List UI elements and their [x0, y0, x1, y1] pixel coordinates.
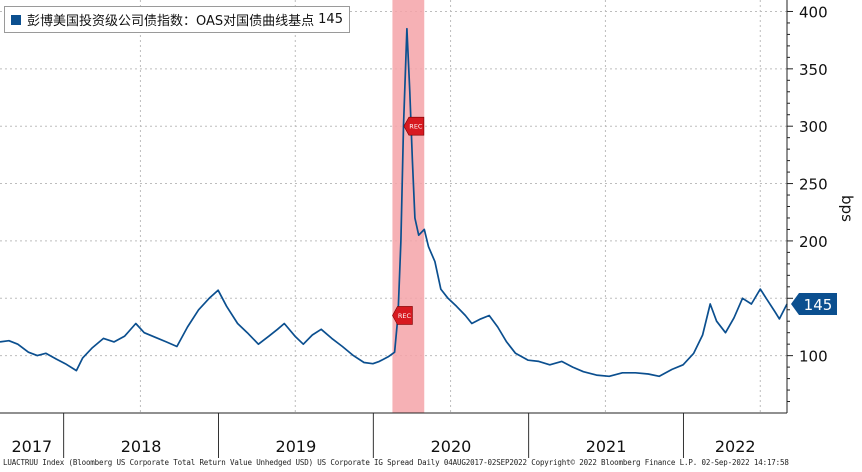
x-tick-label: 2020 — [431, 437, 472, 456]
rec-marker-shape — [403, 116, 425, 136]
y-tick-label: 200 — [799, 233, 828, 251]
year-dividers — [63, 413, 684, 458]
last-value-badge-shape — [791, 293, 837, 316]
rec-marker-start: REC — [392, 306, 413, 325]
x-tick-label: 2018 — [121, 437, 162, 456]
legend-last-value: 145 — [318, 12, 343, 27]
y-tick-label: 350 — [799, 61, 828, 79]
x-tick-label: 2021 — [586, 437, 627, 456]
recession-markers: REC REC — [392, 116, 425, 325]
legend-swatch — [11, 14, 21, 25]
y-axis-ticks: 100150200250300350400 — [787, 3, 828, 403]
x-tick-label: 2019 — [276, 437, 317, 456]
last-value-badge: 145 — [791, 293, 837, 316]
y-tick-label: 400 — [799, 3, 828, 21]
rec-marker-end: REC — [403, 116, 425, 136]
rec-marker-label: REC — [398, 312, 412, 320]
y-tick-label: 250 — [799, 176, 828, 194]
legend: 彭博美国投资级公司债指数：OAS对国债曲线基点 145 — [4, 6, 350, 33]
rec-marker-label: REC — [409, 123, 423, 131]
legend-label: 彭博美国投资级公司债指数：OAS对国债曲线基点 — [27, 14, 315, 29]
y-tick-label: 300 — [799, 118, 828, 136]
footer-text: LUACTRUU Index (Bloomberg US Corporate T… — [3, 458, 789, 467]
x-tick-label: 2022 — [715, 437, 756, 456]
x-axis-labels: 2017 2018 2019 2020 2021 2022 — [11, 437, 755, 456]
rec-marker-shape — [392, 306, 413, 325]
series-line — [0, 27, 788, 378]
footer-source: LUACTRUU Index (Bloomberg US Corporate T… — [3, 458, 789, 467]
y-axis-label: bps — [838, 195, 856, 222]
last-value-badge-label: 145 — [804, 296, 833, 314]
y-tick-label: 100 — [799, 348, 828, 366]
x-tick-label: 2017 — [11, 437, 52, 456]
